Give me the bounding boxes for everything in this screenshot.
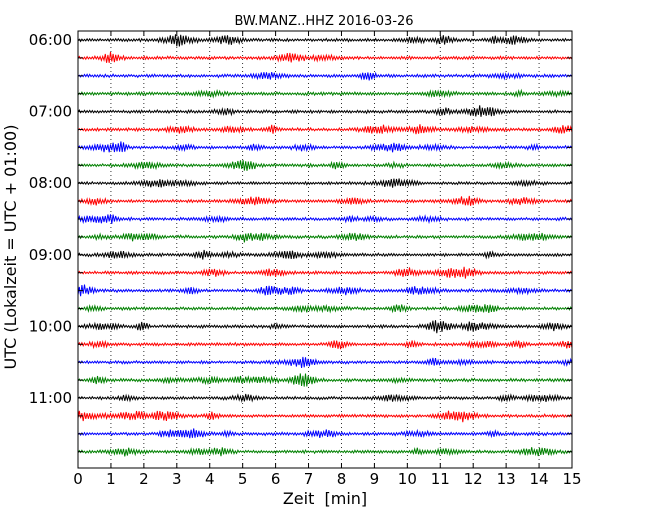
x-tick-label: 10	[398, 470, 417, 488]
trace-line	[77, 339, 573, 350]
x-tick-label: 7	[304, 470, 314, 488]
trace-line	[77, 410, 573, 423]
x-tick-label: 4	[205, 470, 215, 488]
trace-line	[77, 373, 573, 387]
trace-line	[77, 88, 573, 99]
trace-line	[77, 447, 573, 457]
x-tick-label: 8	[337, 470, 347, 488]
y-axis-label: UTC (Lokalzeit = UTC + 01:00)	[1, 125, 20, 370]
x-axis-label: Zeit [min]	[283, 489, 367, 508]
trace-line	[77, 195, 573, 207]
trace-line	[77, 303, 573, 314]
x-tick-label: 9	[370, 470, 380, 488]
trace-line	[77, 232, 573, 243]
y-tick-label: 08:00	[29, 174, 72, 192]
trace-line	[77, 428, 573, 439]
y-tick-labels: 06:00 07:00 08:00 09:00 10:00 11:00	[29, 31, 72, 407]
trace-line	[77, 249, 573, 260]
y-tick-label: 07:00	[29, 103, 72, 121]
x-tick-label: 14	[530, 470, 549, 488]
axis-ticks	[77, 31, 573, 468]
grid-lines	[110, 31, 540, 468]
y-tick-label: 06:00	[29, 31, 72, 49]
seismic-traces	[77, 34, 573, 457]
x-tick-label: 6	[271, 470, 281, 488]
trace-line	[77, 178, 573, 188]
trace-line	[77, 124, 573, 135]
x-tick-label: 0	[73, 470, 83, 488]
trace-line	[77, 160, 573, 171]
chart-title: BW.MANZ..HHZ 2016-03-26	[234, 14, 413, 29]
trace-line	[77, 34, 573, 47]
trace-line	[77, 393, 573, 404]
x-tick-label: 3	[172, 470, 182, 488]
x-tick-label: 5	[238, 470, 248, 488]
x-tick-label: 12	[464, 470, 483, 488]
trace-line	[77, 71, 573, 81]
y-tick-label: 10:00	[29, 317, 72, 335]
x-tick-label: 11	[431, 470, 450, 488]
trace-line	[77, 105, 573, 117]
trace-line	[77, 141, 573, 153]
y-tick-label: 09:00	[29, 246, 72, 264]
trace-line	[77, 214, 573, 225]
trace-line	[77, 320, 573, 334]
trace-line	[77, 51, 573, 63]
y-tick-label: 11:00	[29, 389, 72, 407]
x-tick-label: 15	[562, 470, 581, 488]
trace-line	[77, 266, 573, 279]
trace-line	[77, 356, 573, 369]
x-tick-label: 2	[139, 470, 149, 488]
x-tick-label: 13	[497, 470, 516, 488]
trace-line	[77, 284, 573, 297]
x-tick-labels: 0 1 2 3 4 5 6 7 8 9 10 11 12 13 14 15	[73, 470, 581, 488]
plot-frame	[77, 30, 573, 469]
x-tick-label: 1	[106, 470, 116, 488]
